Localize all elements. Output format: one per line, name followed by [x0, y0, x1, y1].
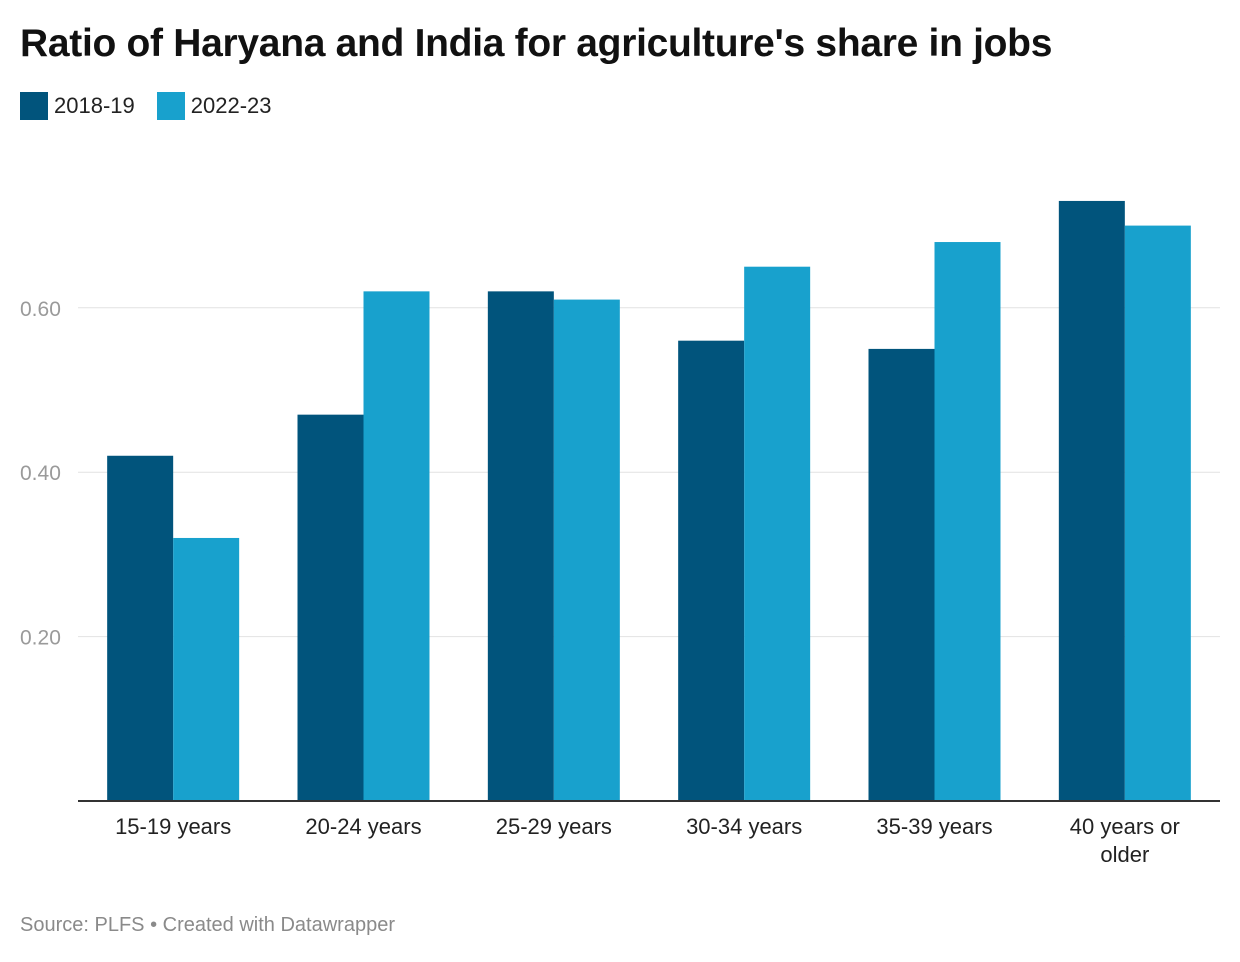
- bar-2022-23-30-34-years: [744, 266, 811, 801]
- x-tick-label-20-24-years: 20-24 years: [305, 814, 421, 839]
- legend-label-2022-23: 2022-23: [190, 93, 272, 118]
- bar-2018-19-20-24-years: [297, 414, 364, 801]
- legend-item-2018-19: 2018-19: [20, 92, 135, 120]
- x-tick-label-35-39-years: 35-39 years: [876, 814, 992, 839]
- bar-2022-23-20-24-years: [363, 291, 430, 801]
- bar-2018-19-30-34-years: [678, 340, 745, 801]
- legend: 2018-19 2022-23: [20, 92, 272, 120]
- bar-2018-19-40-years-or-older: [1058, 200, 1125, 801]
- legend-item-2022-23: 2022-23: [156, 92, 272, 120]
- y-tick-label-0-60: 0.60: [20, 298, 61, 321]
- legend-swatch-2022-23: [156, 92, 185, 120]
- bar-2022-23-35-39-years: [934, 242, 1001, 802]
- bar-2018-19-25-29-years: [487, 291, 554, 801]
- x-tick-label-15-19-years: 15-19 years: [115, 814, 231, 839]
- x-tick-label-25-29-years: 25-29 years: [496, 814, 612, 839]
- bar-2022-23-15-19-years: [173, 537, 240, 801]
- bar-2022-23-25-29-years: [553, 299, 620, 801]
- x-tick-label-30-34-years: 30-34 years: [686, 814, 802, 839]
- chart-title: Ratio of Haryana and India for agricultu…: [20, 22, 1053, 65]
- bar-chart: 0.20 0.40 0.60 15-19 years 20-24 years 25-29 …: [20, 200, 1220, 867]
- footer: Source: PLFS • Created with Datawrapper: [20, 914, 395, 937]
- y-tick-label-0-40: 0.40: [20, 462, 61, 485]
- bar-2022-23-40-years-or-older: [1124, 225, 1191, 802]
- footer-separator: •: [144, 914, 163, 936]
- credit-note: Created with Datawrapper: [162, 914, 395, 936]
- x-tick-label-40-years-or-older-line-2: older: [1100, 842, 1149, 867]
- y-tick-label-0-20: 0.20: [20, 627, 61, 650]
- bar-2018-19-35-39-years: [868, 348, 935, 801]
- legend-swatch-2018-19: [20, 92, 48, 120]
- source-note: Source: PLFS: [20, 914, 145, 936]
- legend-label-2018-19: 2018-19: [54, 93, 135, 118]
- bar-2018-19-15-19-years: [107, 455, 174, 801]
- x-tick-label-40-years-or-older-line-1: 40 years or: [1070, 814, 1180, 839]
